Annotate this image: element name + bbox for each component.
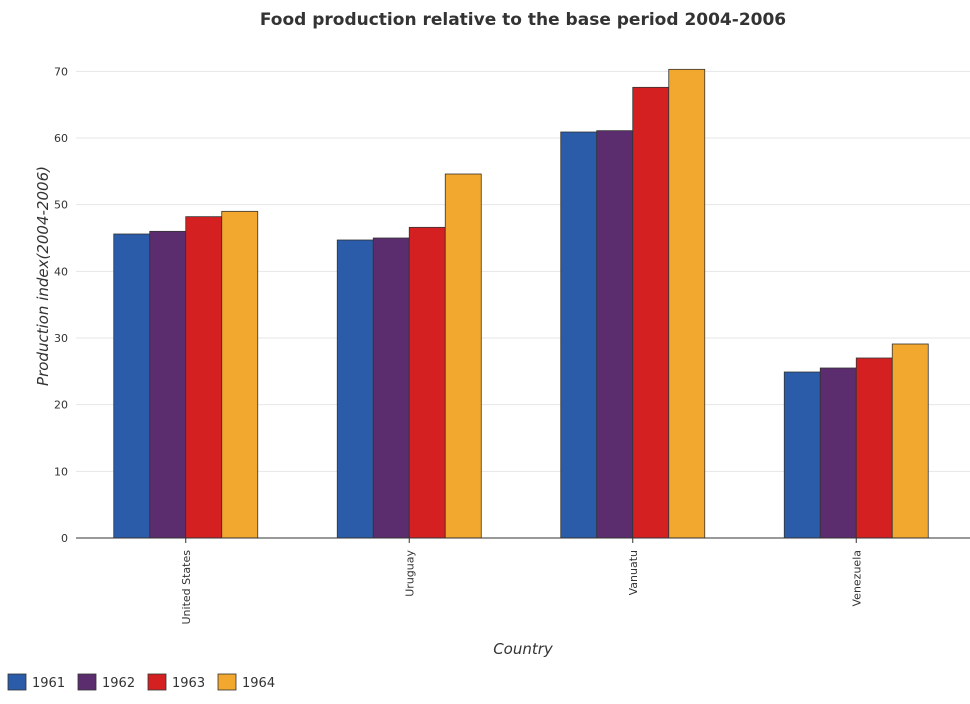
bar-uruguay-1962 [372,237,410,539]
bar-united-states-1964 [221,210,259,539]
bar-uruguay-1961 [336,239,374,539]
y-tick-label: 0 [61,532,68,545]
bar-venezuela-1961 [783,371,821,539]
bar-vanuatu-1961 [560,131,598,539]
bar-united-states-1962 [149,230,187,539]
bars [113,68,929,539]
legend-swatch-1964 [217,673,237,691]
bar-venezuela-1964 [891,343,929,539]
bar-united-states-1963 [185,216,223,539]
legend-swatch-1963 [147,673,167,691]
bar-vanuatu-1963 [632,86,670,539]
legend-swatch-1962 [77,673,97,691]
bar-vanuatu-1962 [596,130,634,539]
legend-label-1961: 1961 [32,676,65,691]
y-tick-label: 20 [54,399,68,412]
x-tick-label: Venezuela [850,550,863,607]
bar-uruguay-1964 [444,173,482,539]
bar-united-states-1961 [113,233,151,539]
legend-label-1964: 1964 [242,676,275,691]
x-tick-label: Vanuatu [627,550,640,595]
y-axis-ticks: 0 10 20 30 40 50 60 70 [54,65,68,545]
bar-uruguay-1963 [408,226,446,539]
x-tick-label: United States [180,550,193,625]
y-tick-label: 30 [54,332,68,345]
y-tick-label: 60 [54,132,68,145]
bar-vanuatu-1964 [668,68,706,539]
x-tick-label: Uruguay [403,550,416,597]
chart-title: Food production relative to the base per… [260,10,786,30]
legend-swatch-1961 [7,673,27,691]
y-tick-label: 40 [54,265,68,278]
legend-label-1963: 1963 [172,676,205,691]
y-axis-title: Production index(2004-2006) [34,166,52,386]
y-tick-label: 10 [54,465,68,478]
bar-venezuela-1962 [819,367,857,539]
x-axis-title: Country [493,640,554,658]
y-tick-label: 70 [54,65,68,78]
bar-venezuela-1963 [855,357,893,539]
legend-label-1962: 1962 [102,676,135,691]
y-tick-label: 50 [54,199,68,212]
legend: 1961 1962 1963 1964 [7,673,275,691]
x-axis-ticks: United States Uruguay Vanuatu Venezuela [180,538,863,625]
